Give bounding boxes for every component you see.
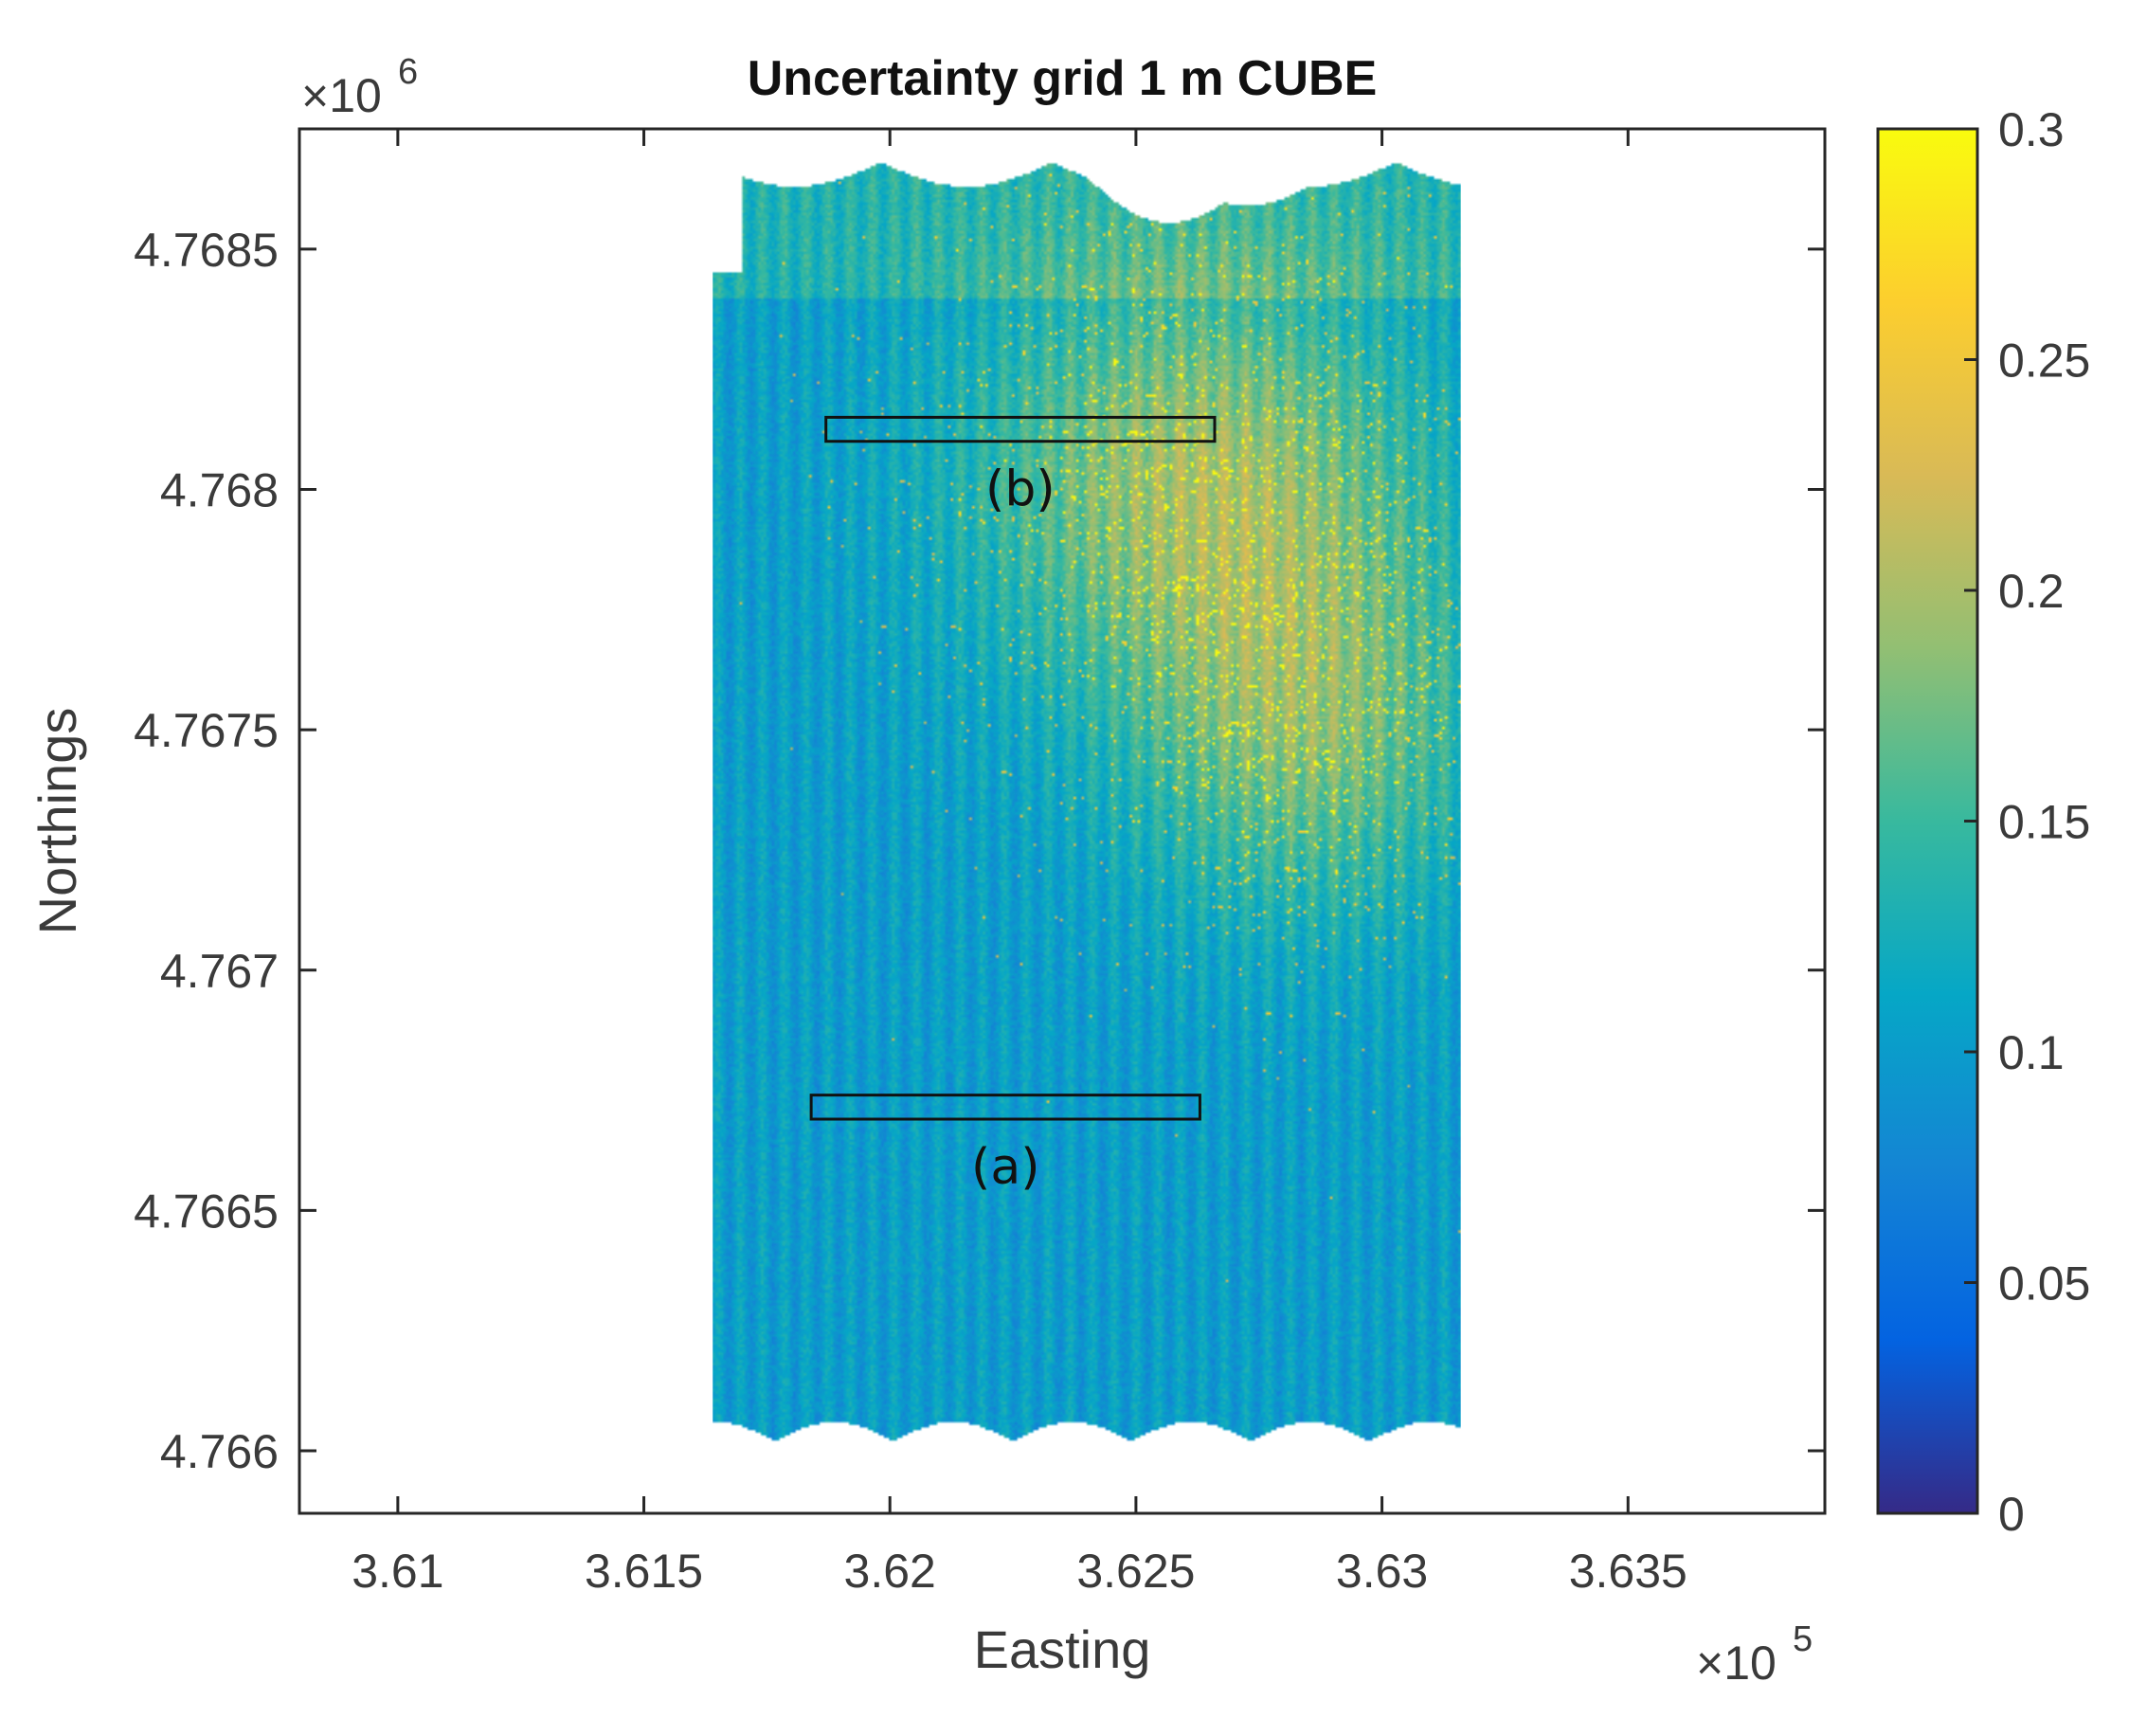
uncertainty-heatmap	[713, 153, 1461, 1452]
y-tick-label: 4.766	[160, 1425, 279, 1478]
colorbar-tick-label: 0.1	[1998, 1026, 2065, 1079]
annotation-label: (a)	[971, 1139, 1039, 1196]
x-tick-label: 3.635	[1569, 1545, 1687, 1598]
colorbar-ticks: 0 0.05 0.1 0.15 0.2 0.25 0.3	[1964, 103, 2090, 1541]
y-tick-label: 4.7685	[134, 224, 279, 277]
y-tick-label: 4.7665	[134, 1184, 279, 1238]
colorbar-tick-label: 0.3	[1998, 103, 2065, 156]
colorbar-tick-label: 0	[1998, 1488, 2025, 1541]
x-tick-label: 3.625	[1076, 1545, 1195, 1598]
colorbar-tick-label: 0.25	[1998, 335, 2090, 388]
y-tick-label: 4.767	[160, 945, 279, 998]
annotation-box	[809, 1094, 1201, 1121]
y-tick-label: 4.768	[160, 463, 279, 516]
x-axis-exponent: ×10 5	[1696, 1619, 1813, 1690]
colorbar-tick-label: 0.05	[1998, 1257, 2090, 1311]
x-axis-label: Easting	[974, 1619, 1151, 1679]
x-axis-ticks: 3.61 3.615 3.62 3.625 3.63 3.635	[352, 129, 1687, 1598]
y-tick-label: 4.7675	[134, 704, 279, 757]
x-exponent-power: 5	[1793, 1619, 1813, 1659]
colorbar	[1876, 127, 1979, 1515]
heatmap-image	[713, 153, 1461, 1452]
x-tick-label: 3.615	[585, 1545, 703, 1598]
plot-frame	[298, 127, 1827, 1515]
colorbar-tick-label: 0.2	[1998, 565, 2065, 618]
y-axis-label: Northings	[27, 708, 87, 935]
chart-title: Uncertainty grid 1 m CUBE	[748, 51, 1378, 106]
y-exponent-base: ×10	[301, 69, 382, 122]
x-tick-label: 3.63	[1336, 1545, 1428, 1598]
y-axis-exponent: ×10 6	[301, 52, 418, 122]
colorbar-tick-label: 0.15	[1998, 796, 2090, 849]
y-exponent-power: 6	[398, 52, 418, 92]
annotation-label: (b)	[985, 461, 1055, 518]
x-tick-label: 3.61	[352, 1545, 443, 1598]
annotation-box	[824, 415, 1217, 443]
x-exponent-base: ×10	[1696, 1637, 1777, 1690]
y-axis-ticks: 4.766 4.7665 4.767 4.7675 4.768 4.7685	[134, 224, 1825, 1478]
x-tick-label: 3.62	[844, 1545, 936, 1598]
annotation-layer: (a) (b)	[809, 415, 1217, 1196]
